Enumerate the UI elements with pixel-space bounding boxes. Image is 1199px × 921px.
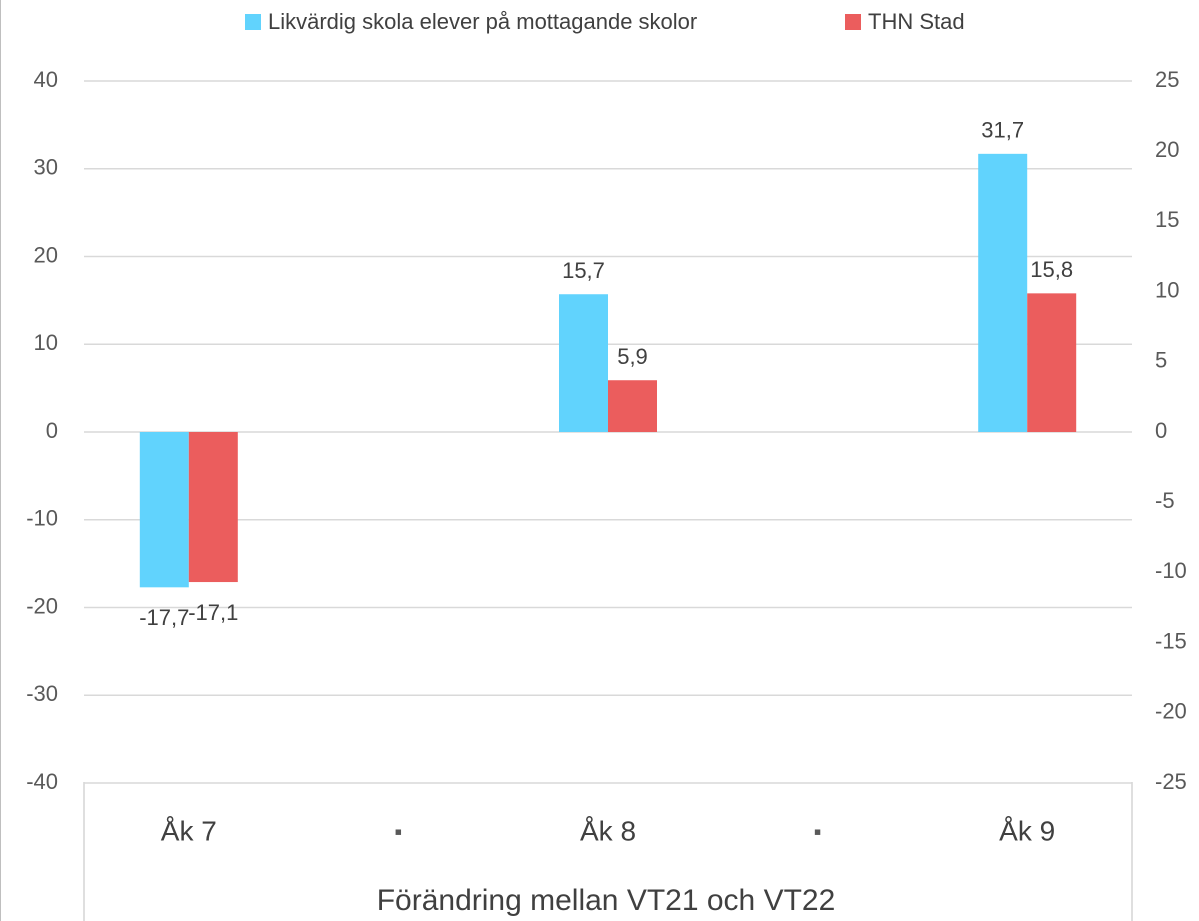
y-tick-label: 10 — [34, 330, 58, 355]
y-tick-label: 30 — [34, 155, 58, 180]
x-tick-label: Åk 8 — [580, 815, 636, 846]
data-label: 31,7 — [981, 118, 1024, 143]
x-tick-label: Åk 7 — [161, 815, 217, 846]
legend-swatch — [845, 14, 861, 30]
data-label: 15,7 — [562, 258, 605, 283]
bar — [1027, 293, 1077, 432]
y-tick-label: 40 — [34, 67, 58, 92]
bar — [188, 432, 238, 583]
y-tick-label: 0 — [46, 418, 58, 443]
data-label: 5,9 — [617, 344, 648, 369]
legend-swatch — [245, 14, 261, 30]
y2-tick-label: -5 — [1155, 488, 1175, 513]
y2-tick-label: -25 — [1155, 769, 1187, 794]
y-tick-label: -40 — [26, 769, 58, 794]
y2-tick-label: 25 — [1155, 67, 1179, 92]
y-tick-label: -30 — [26, 681, 58, 706]
bar — [559, 294, 608, 432]
data-label: 15,8 — [1030, 257, 1073, 282]
y2-tick-label: 10 — [1155, 277, 1179, 302]
data-label: -17,7 — [139, 605, 189, 630]
data-label: -17,1 — [188, 600, 238, 625]
bar — [978, 153, 1028, 432]
y2-tick-label: -10 — [1155, 558, 1187, 583]
x-tick-label: Åk 9 — [999, 815, 1055, 846]
x-tick-label: ▪ — [394, 819, 402, 844]
y2-tick-label: 5 — [1155, 348, 1167, 373]
legend-label: THN Stad — [868, 9, 965, 34]
y2-tick-label: -20 — [1155, 699, 1187, 724]
bar — [608, 380, 657, 432]
y2-tick-label: 20 — [1155, 137, 1179, 162]
y2-tick-label: -15 — [1155, 628, 1187, 653]
x-axis-title: Förändring mellan VT21 och VT22 — [377, 884, 836, 917]
x-tick-label: ▪ — [814, 819, 822, 844]
y2-tick-label: 0 — [1155, 418, 1167, 443]
y-tick-label: 20 — [34, 242, 58, 267]
bar — [139, 432, 189, 588]
y-tick-label: -20 — [26, 593, 58, 618]
legend-label: Likvärdig skola elever på mottagande sko… — [268, 9, 697, 34]
y2-tick-label: 15 — [1155, 207, 1179, 232]
y-tick-label: -10 — [26, 506, 58, 531]
